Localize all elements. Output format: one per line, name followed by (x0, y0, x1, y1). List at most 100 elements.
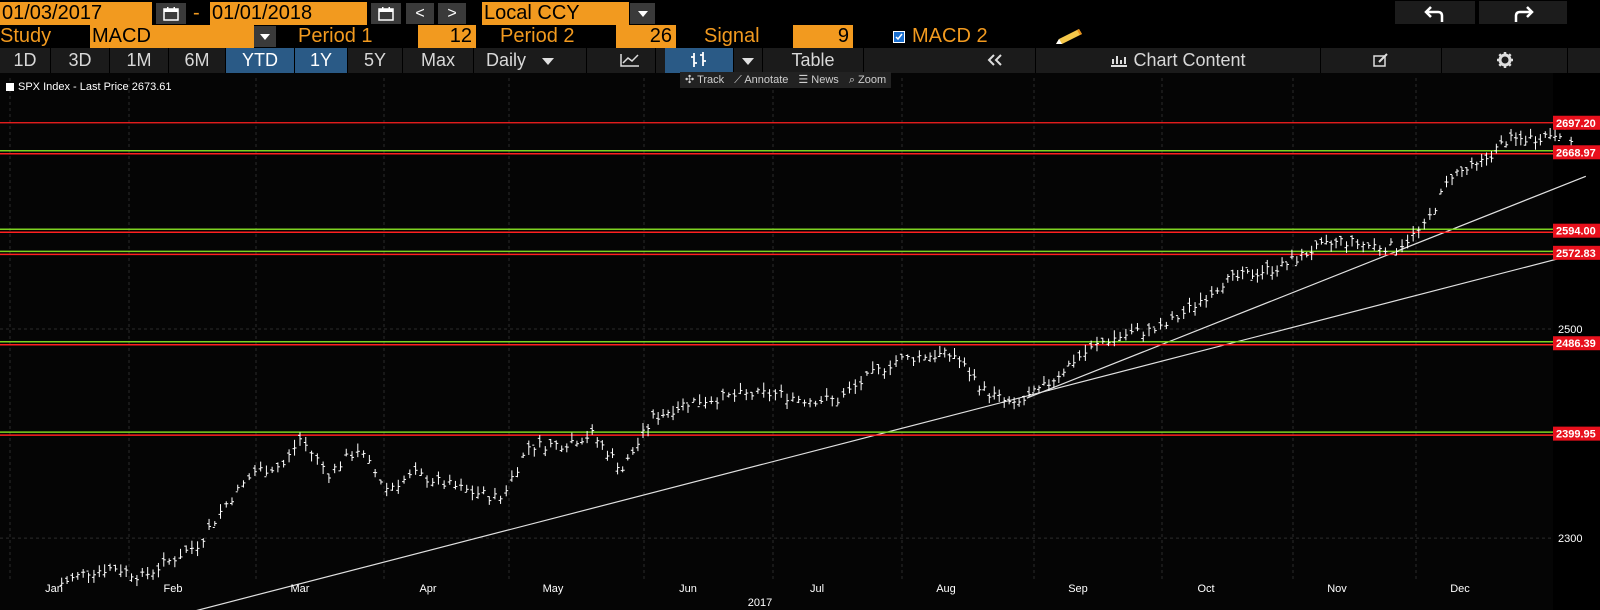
chart-type-dropdown-icon[interactable] (734, 48, 763, 73)
ohlc-bar (819, 396, 824, 404)
ohlc-bar (247, 473, 252, 481)
tab-ytd[interactable]: YTD (226, 48, 295, 73)
pencil-icon[interactable] (1053, 27, 1085, 52)
tab-6m[interactable]: 6M (169, 48, 226, 73)
signal-input[interactable]: 9 (793, 25, 853, 48)
ohlc-bar (298, 432, 302, 446)
trendline[interactable] (1026, 175, 1587, 399)
trendline[interactable] (173, 251, 1586, 610)
tab-1m[interactable]: 1M (110, 48, 169, 73)
ohlc-bar (1523, 135, 1528, 146)
ohlc-bar (937, 345, 942, 357)
ohlc-bar (1289, 249, 1294, 260)
ohlc-bar (1260, 265, 1265, 280)
end-calendar-icon[interactable] (371, 3, 401, 24)
level-label: 2399.95 (1556, 429, 1596, 441)
period2-label: Period 2 (500, 25, 575, 47)
ohlc-bar (761, 382, 766, 398)
period2-input[interactable]: 26 (616, 25, 676, 48)
level-labels: 2697.20 2668.97 2594.00 2572.83 2486.39 2399.… (1553, 115, 1600, 441)
ohlc-bar (977, 385, 982, 396)
ohlc-bar (911, 357, 916, 367)
ohlc-bar (1230, 269, 1235, 281)
ohlc-bar (1553, 128, 1558, 142)
ohlc-bar (987, 393, 992, 404)
macd2-checkbox[interactable] (893, 31, 905, 43)
macd2-label: MACD 2 (912, 25, 988, 47)
news-tool[interactable]: ☰ News (798, 74, 839, 86)
ohlc-bar (425, 475, 430, 488)
ohlc-bar (691, 397, 696, 403)
ohlc-bar (1444, 175, 1449, 188)
ohlc-bar (151, 569, 156, 580)
ohlc-bar (894, 355, 899, 368)
zoom-tool[interactable]: ⌕ Zoom (848, 74, 887, 86)
line-chart-icon[interactable] (605, 48, 656, 73)
x-tick-label: Jul (810, 583, 824, 595)
tab-1d[interactable]: 1D (0, 48, 51, 73)
tab-5y[interactable]: 5Y (348, 48, 403, 73)
ohlc-bar (113, 564, 118, 572)
ohlc-bar (835, 397, 840, 407)
next-period-button[interactable]: > (438, 3, 466, 24)
ohlc-bar (635, 437, 640, 452)
ohlc-bar (830, 395, 835, 407)
ohlc-bar (847, 381, 852, 394)
tab-max[interactable]: Max (403, 48, 474, 73)
undo-arrow-icon[interactable] (1395, 1, 1475, 24)
chart-content-button[interactable]: Chart Content (1036, 48, 1321, 73)
ohlc-bar (413, 462, 418, 475)
start-date-field[interactable]: 01/03/2017 (0, 2, 152, 25)
x-tick-label: Feb (164, 583, 183, 595)
ohlc-bar (641, 423, 645, 439)
ohlc-bar (1235, 269, 1240, 282)
edit-chart-icon[interactable] (1321, 48, 1442, 73)
ohlc-bar (1240, 266, 1245, 280)
ohlc-bar (1193, 302, 1198, 316)
ohlc-bar (1129, 323, 1134, 335)
currency-dropdown-icon[interactable] (630, 3, 655, 24)
ohlc-bar (59, 577, 64, 587)
level-label-bg (1553, 223, 1600, 238)
frequency-select[interactable]: Daily (474, 48, 587, 73)
ohlc-bar (1036, 385, 1041, 393)
collapse-chevrons-icon[interactable] (955, 48, 1036, 73)
prev-period-button[interactable]: < (406, 3, 434, 24)
ohlc-bar (390, 482, 395, 491)
table-button[interactable]: Table (763, 48, 864, 73)
ohlc-bar (942, 347, 947, 358)
period1-input[interactable]: 12 (418, 25, 476, 48)
ohlc-bar (1422, 218, 1427, 230)
ohlc-bar (853, 379, 858, 394)
ohlc-bar (605, 450, 610, 461)
ohlc-bar (666, 409, 671, 418)
track-tool[interactable]: ✣ Track (685, 74, 725, 86)
ohlc-bar (755, 387, 760, 394)
period1-label: Period 1 (298, 25, 373, 47)
start-calendar-icon[interactable] (156, 3, 186, 24)
ohlc-bar (419, 468, 424, 477)
end-date-field[interactable]: 01/01/2018 (210, 2, 367, 25)
ohlc-bar (459, 478, 464, 491)
ohlc-bar (241, 480, 246, 488)
ohlc-bar (178, 548, 183, 560)
annotate-tool[interactable]: ⟋ Annotate (734, 74, 789, 86)
study-select[interactable]: MACD (90, 25, 254, 48)
level-label: 2697.20 (1556, 118, 1596, 130)
currency-select[interactable]: Local CCY (482, 2, 629, 25)
settings-gear-icon[interactable] (1442, 48, 1568, 73)
tab-3d[interactable]: 3D (51, 48, 110, 73)
redo-arrow-icon[interactable] (1479, 1, 1567, 24)
tab-1y[interactable]: 1Y (295, 48, 348, 73)
ohlc-bar (1002, 397, 1007, 408)
ohlc-bar (1198, 292, 1203, 307)
study-dropdown-icon[interactable] (254, 26, 276, 47)
ohlc-bar (952, 348, 957, 360)
ohlc-bar (1135, 323, 1140, 332)
ohlc-bar (625, 454, 630, 461)
bar-chart-icon[interactable] (665, 48, 734, 73)
ohlc-bar (476, 486, 480, 499)
legend-square-icon (6, 83, 14, 92)
ohlc-bar (224, 501, 229, 508)
